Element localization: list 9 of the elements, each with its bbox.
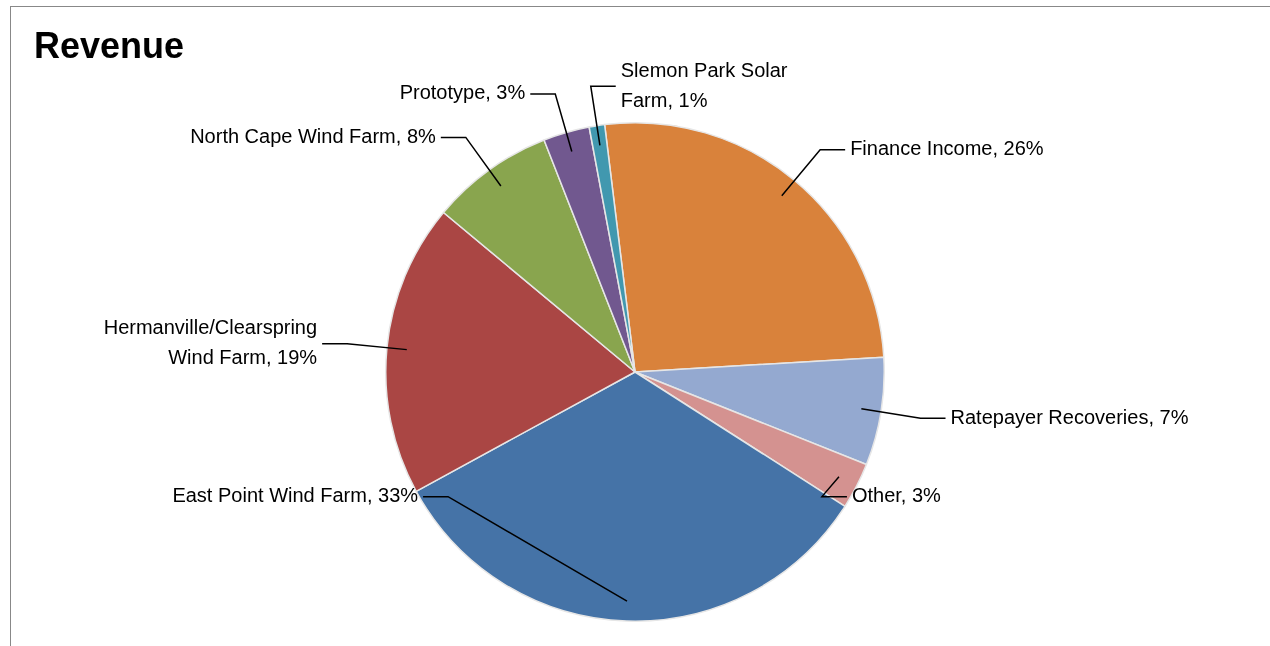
chart-title: Revenue <box>34 25 185 66</box>
slice-label: Slemon Park Solar Farm, 1% <box>620 58 788 111</box>
slice-label: Other, 3% <box>851 484 942 507</box>
slice-label: North Cape Wind Farm, 8% <box>190 124 437 147</box>
slice-label: East Point Wind Farm, 33% <box>172 484 419 507</box>
slice-label: Prototype, 3% <box>399 81 526 104</box>
slice-label: Finance Income, 26% <box>850 137 1044 160</box>
slice-label: Hermanville/Clearspring Wind Farm, 19% <box>103 316 318 369</box>
slice-label: Ratepayer Recoveries, 7% <box>950 405 1189 428</box>
